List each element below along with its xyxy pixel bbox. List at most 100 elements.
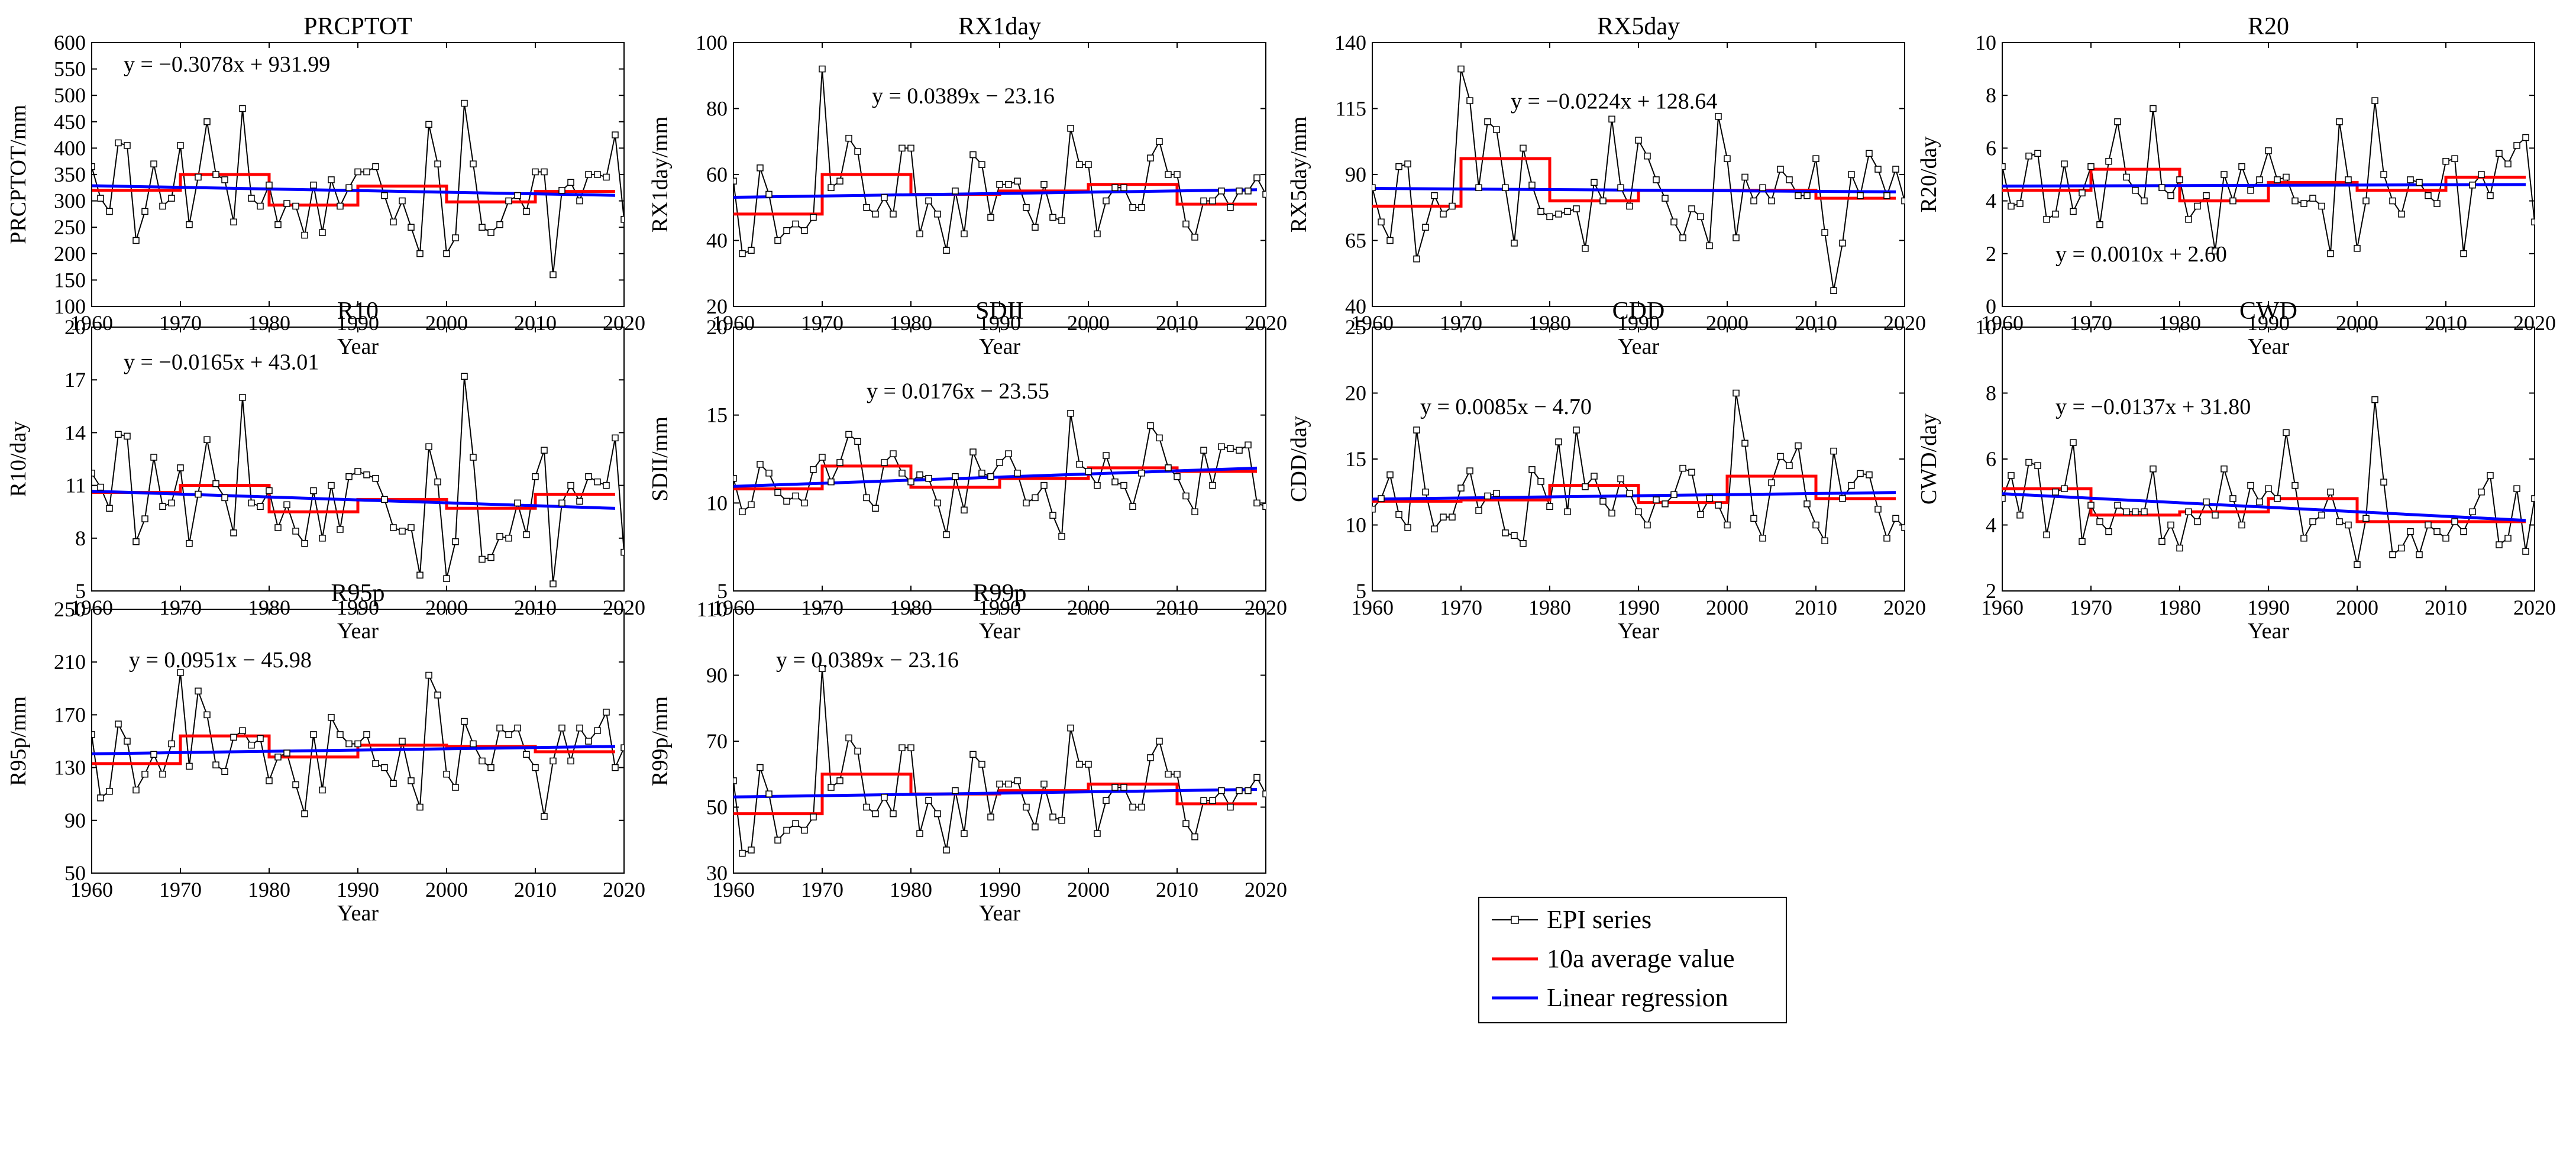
epi-point — [1023, 803, 1030, 811]
epi-point — [1094, 230, 1101, 238]
epi-point — [416, 250, 424, 257]
epi-point — [1511, 532, 1518, 539]
epi-point — [1094, 830, 1101, 837]
plot-frame — [733, 42, 1266, 307]
epi-point — [541, 168, 548, 176]
x-axis-label: Year — [337, 901, 379, 926]
epi-point — [1706, 242, 1713, 250]
epi-point — [2132, 508, 2139, 515]
epi-point — [2460, 528, 2467, 535]
epi-point — [765, 790, 773, 797]
epi-point — [452, 538, 459, 545]
epi-point — [1253, 499, 1260, 507]
y-axis-label: SDII/mm — [648, 416, 673, 502]
y-tick-label: 8 — [1986, 382, 1996, 405]
y-tick-label: 20 — [1345, 382, 1366, 405]
epi-point — [1085, 761, 1092, 768]
epi-point — [1520, 539, 1527, 547]
y-tick-label: 10 — [706, 491, 728, 515]
epi-point — [836, 459, 843, 466]
epi-point — [1537, 208, 1544, 215]
epi-point — [2150, 105, 2157, 112]
epi-point — [783, 227, 790, 234]
epi-point — [1635, 137, 1642, 144]
epi-point — [1200, 447, 1207, 454]
epi-point — [416, 803, 424, 811]
x-axis-label: Year — [2248, 619, 2289, 644]
epi-point — [1874, 505, 1882, 513]
epi-point — [274, 524, 282, 531]
epi-point — [801, 826, 808, 834]
epi-point — [2362, 515, 2370, 522]
epi-point — [792, 492, 799, 500]
epi-point — [1662, 500, 1669, 508]
epi-point — [505, 731, 512, 738]
epi-point — [2114, 502, 2121, 509]
regression-line — [92, 745, 616, 755]
panel-r10: 1960 1970 1980 1990 2000 2010 20205811141720R1… — [6, 298, 645, 644]
epi-point — [1821, 537, 1828, 545]
regression-line — [1372, 491, 1896, 501]
epi-point — [2496, 541, 2503, 548]
epi-point — [168, 195, 175, 202]
epi-point — [2212, 512, 2219, 519]
epi-point — [541, 813, 548, 820]
epi-point — [576, 497, 583, 505]
epi-point — [978, 470, 985, 477]
epi-point — [2433, 528, 2441, 535]
chart-title: R99p — [972, 580, 1026, 607]
epi-point — [1892, 515, 1899, 522]
epi-point — [1147, 422, 1154, 429]
epi-point — [2336, 518, 2343, 525]
y-tick-label: 350 — [54, 163, 86, 186]
x-tick-label: 1980 — [890, 596, 932, 619]
epi-point — [2318, 512, 2325, 519]
epi-point — [195, 173, 202, 181]
epi-point — [168, 499, 175, 507]
epi-point — [1103, 452, 1110, 459]
legend-label: 10a average value — [1547, 944, 1735, 973]
epi-point — [2221, 171, 2228, 178]
epi-point — [292, 202, 299, 210]
epi-point — [1014, 777, 1021, 784]
epi-point — [1182, 820, 1190, 828]
epi-point — [603, 173, 610, 181]
epi-point — [106, 787, 113, 795]
epi-point — [881, 794, 888, 801]
epi-point — [1466, 97, 1473, 104]
y-tick-label: 50 — [706, 796, 728, 819]
epi-point — [567, 757, 574, 765]
y-tick-label: 11 — [65, 474, 86, 497]
series-group — [1372, 389, 1905, 547]
epi-point — [854, 438, 861, 445]
epi-point — [1502, 184, 1509, 192]
x-tick-label: 1990 — [978, 596, 1021, 619]
x-tick-label: 1970 — [2070, 596, 2112, 619]
epi-point — [2442, 157, 2449, 165]
epi-point — [354, 468, 361, 475]
epi-point — [2167, 192, 2174, 199]
epi-point — [1484, 492, 1491, 500]
epi-point — [969, 151, 977, 159]
epi-point — [585, 171, 592, 178]
y-tick-label: 20 — [64, 315, 86, 339]
epi-point — [2079, 538, 2086, 545]
y-tick-label: 8 — [1986, 83, 1996, 107]
epi-point — [2212, 247, 2219, 255]
epi-point — [230, 529, 237, 537]
epi-point — [792, 220, 799, 228]
epi-point — [1679, 234, 1686, 241]
epi-point — [124, 738, 131, 745]
epi-point — [2345, 521, 2352, 529]
epi-point — [1635, 508, 1642, 515]
epi-point — [2354, 561, 2361, 568]
epi-point — [1555, 211, 1562, 218]
epi-point — [2380, 479, 2387, 486]
x-axis-label: Year — [1618, 334, 1659, 359]
y-tick-label: 6 — [1986, 447, 1996, 471]
epi-point — [274, 754, 282, 761]
epi-point — [372, 163, 379, 170]
epi-point — [257, 503, 264, 510]
epi-point — [1795, 442, 1802, 450]
epi-point — [1839, 495, 1846, 502]
